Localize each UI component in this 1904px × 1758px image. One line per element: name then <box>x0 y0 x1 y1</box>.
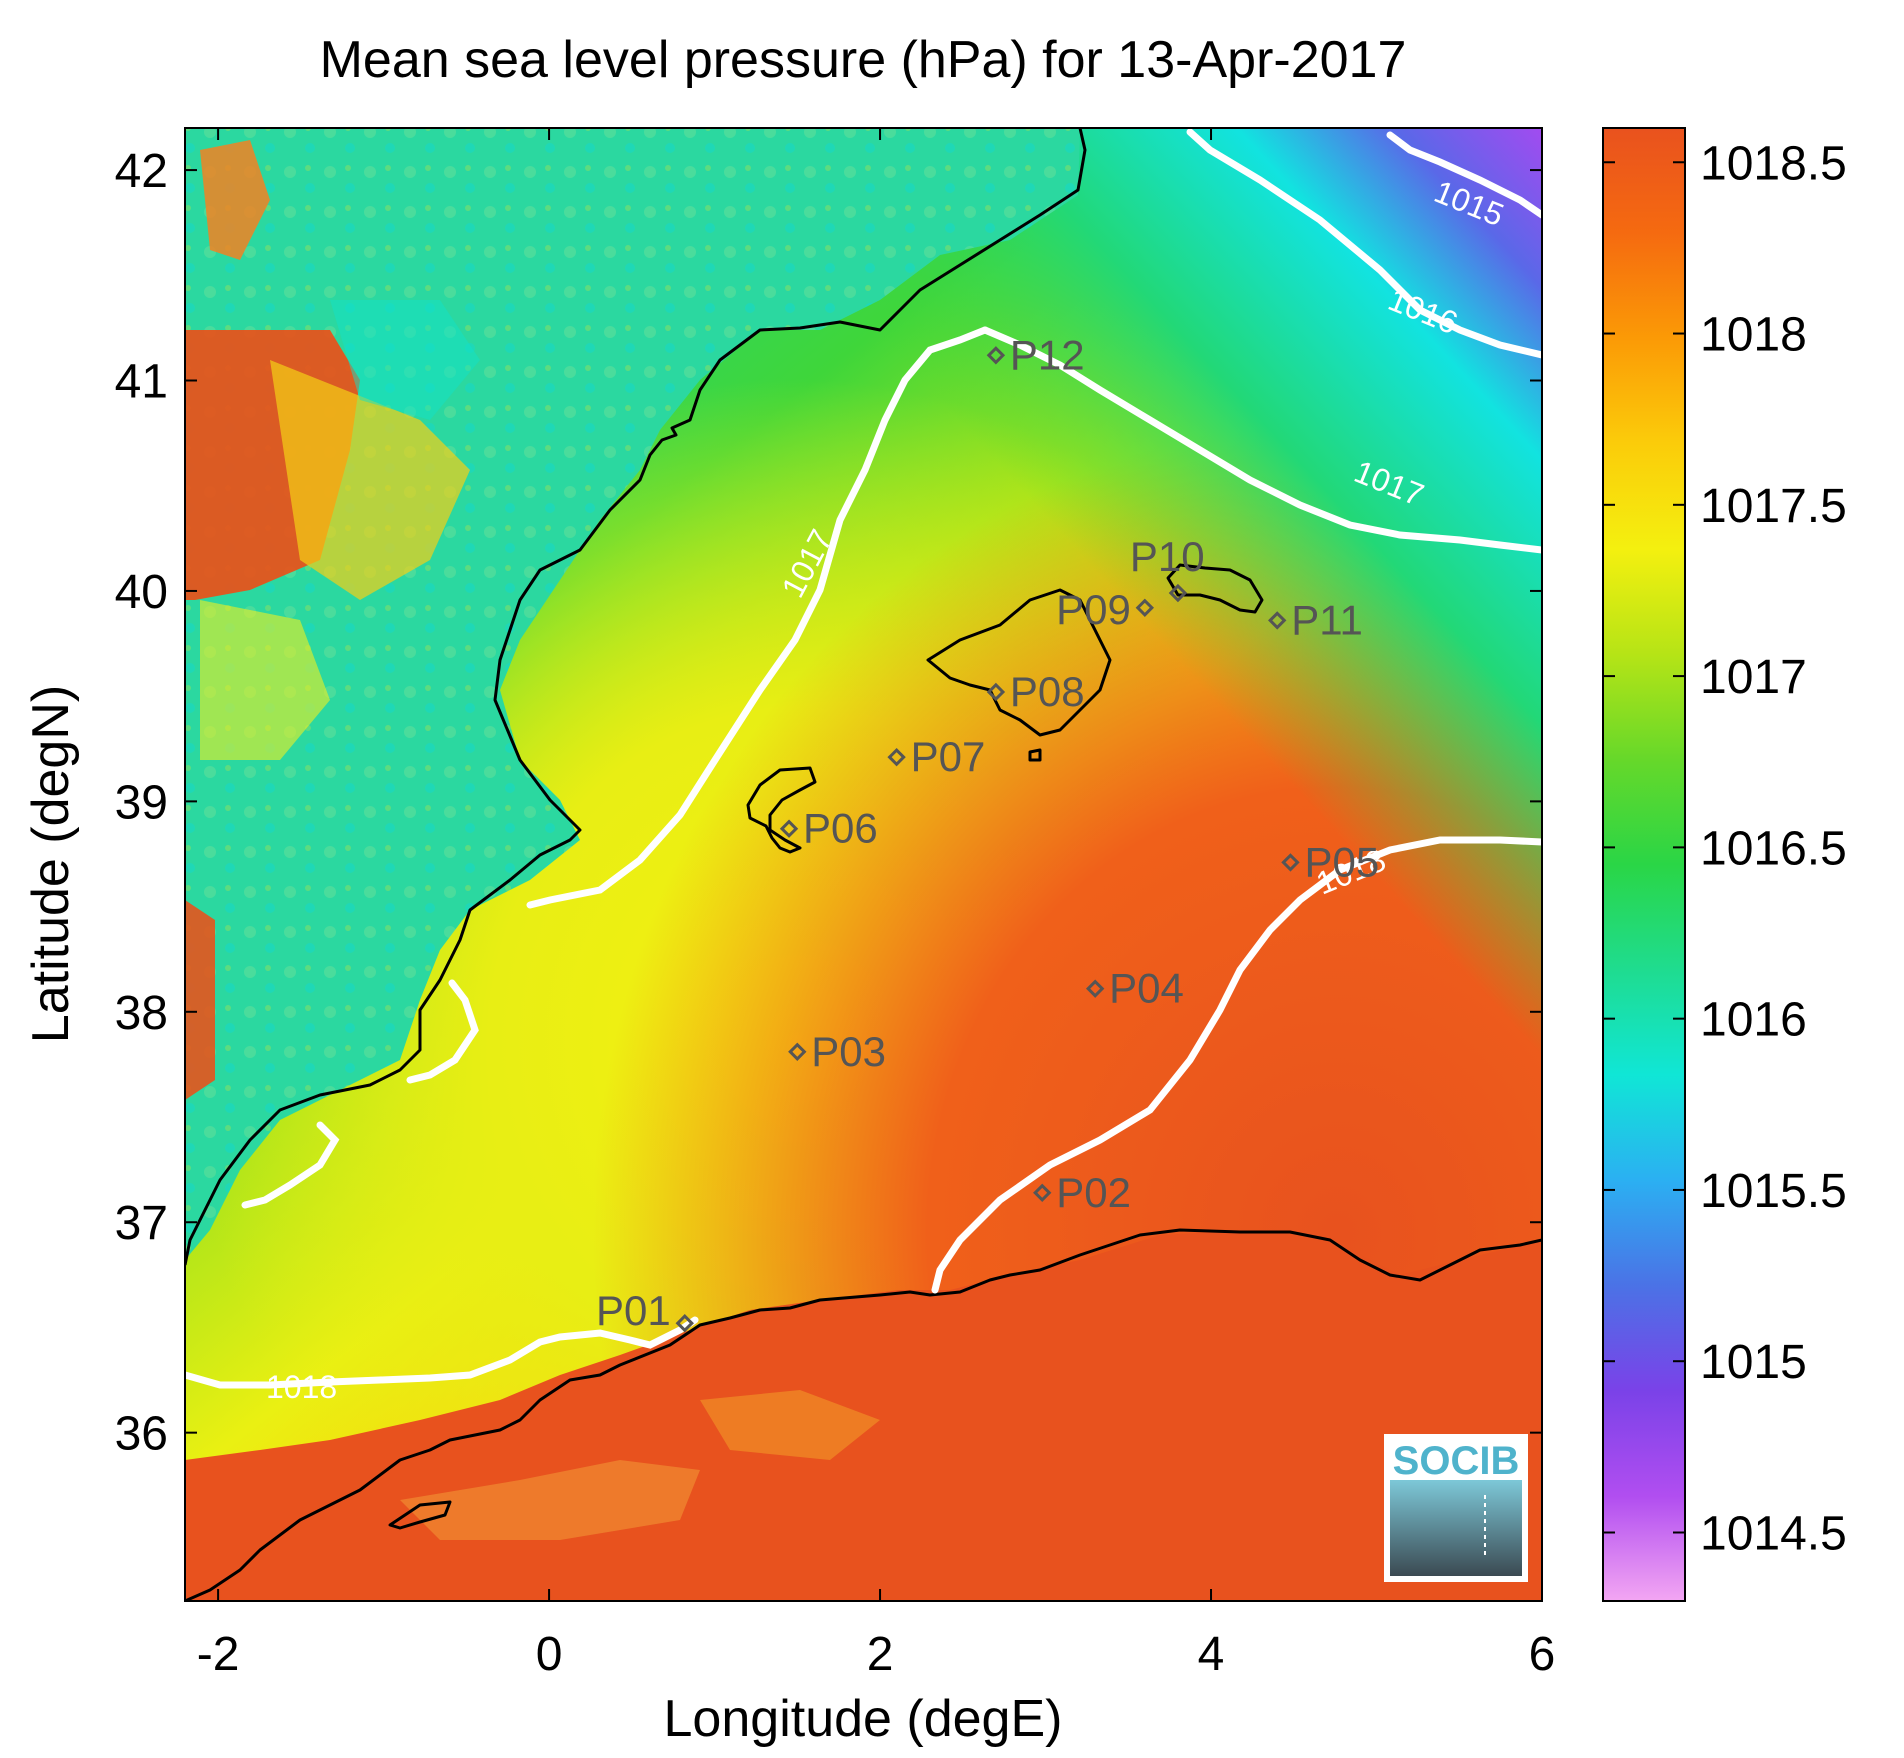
colorbar-ticks: 1014.5 1015 1015.5 1016 1016.5 1017 1017.5 1018… <box>1603 137 1847 1560</box>
x-tick-label: 0 <box>536 1628 563 1681</box>
station-marker <box>788 1042 807 1061</box>
y-tick-label: 36 <box>115 1408 168 1461</box>
station-p11: P11 <box>1268 596 1363 643</box>
plot-area: 1015 1016 1017 1017 1018 1018 P01P02P03P… <box>185 128 1542 1601</box>
station-label: P11 <box>1291 596 1363 643</box>
station-marker <box>986 682 1006 702</box>
x-axis-label: Longitude (degE) <box>664 1690 1063 1748</box>
contour-1017-south <box>241 1121 340 1209</box>
station-marker <box>887 747 906 767</box>
station-marker <box>1281 853 1300 872</box>
coastlines <box>185 128 1542 1601</box>
x-tick-label: 2 <box>867 1628 894 1681</box>
colorbar-tick-label: 1016 <box>1700 994 1807 1047</box>
station-p02: P02 <box>1033 1169 1131 1216</box>
contour-1015 <box>1386 131 1542 219</box>
station-p03: P03 <box>788 1028 886 1075</box>
x-tick-label: 6 <box>1529 1628 1556 1681</box>
coastline-cabrera <box>1028 748 1042 762</box>
station-marker <box>675 1314 694 1333</box>
y-tick-label: 38 <box>115 987 168 1040</box>
station-marker <box>779 819 799 838</box>
socib-logo-text: SOCIB <box>1393 1439 1520 1483</box>
contour-1018-west <box>185 1316 699 1389</box>
station-label: P10 <box>1130 533 1205 580</box>
colorbar <box>1602 127 1686 1602</box>
station-p08: P08 <box>986 668 1085 715</box>
y-tick-label: 39 <box>115 776 168 829</box>
chart-title: Mean sea level pressure (hPa) for 13-Apr… <box>320 31 1407 89</box>
station-label: P01 <box>596 1287 671 1334</box>
station-p10: P10 <box>1130 533 1205 603</box>
colorbar-tick-label: 1015.5 <box>1700 1165 1847 1218</box>
coastline-north-africa <box>185 1228 1542 1601</box>
colorbar-tick-label: 1017.5 <box>1700 480 1847 533</box>
station-marker <box>1168 583 1188 603</box>
colorbar-tick-label: 1014.5 <box>1700 1507 1847 1560</box>
station-label: P08 <box>1010 668 1085 715</box>
y-tick-label: 41 <box>115 356 168 409</box>
colorbar-tick-label: 1015 <box>1700 1336 1807 1389</box>
contour-1017-west <box>526 326 989 909</box>
y-tick-label: 42 <box>115 145 168 198</box>
station-markers: P01 P02 P03 P04 P05 P06 P07 P08 P09 P10 P11 P12 <box>596 331 1379 1334</box>
station-label: P05 <box>1304 838 1379 885</box>
station-label: P09 <box>1056 586 1131 633</box>
contour-label-1018-west: 1018 <box>266 1369 337 1405</box>
contour-1016 <box>1186 128 1542 359</box>
contour-1018-east <box>931 836 1542 1294</box>
coastline-menorca <box>1166 563 1264 614</box>
y-tick-label: 40 <box>115 566 168 619</box>
colorbar-tick-label: 1018.5 <box>1700 137 1847 190</box>
station-p12: P12 <box>986 331 1085 378</box>
plot-frame <box>184 127 1543 1602</box>
station-p01: P01 <box>596 1287 694 1334</box>
colorbar-tick-label: 1017 <box>1700 651 1807 704</box>
contour-1017-small <box>406 979 479 1084</box>
station-label: P06 <box>803 805 878 852</box>
y-axis: 36 37 38 39 40 41 42 <box>115 145 1542 1461</box>
coastline-iberia <box>185 128 1087 1266</box>
station-p06: P06 <box>779 805 878 852</box>
x-tick-label: 4 <box>1198 1628 1225 1681</box>
station-p09: P09 <box>1056 586 1155 633</box>
contour-lines <box>185 128 1542 1389</box>
station-label: P04 <box>1109 965 1184 1012</box>
colorbar-tick-label: 1018 <box>1700 309 1807 362</box>
y-tick-label: 37 <box>115 1197 168 1250</box>
station-p07: P07 <box>887 733 986 780</box>
station-label: P07 <box>911 733 986 780</box>
colorbar-tick-label: 1016.5 <box>1700 822 1847 875</box>
station-marker <box>1135 598 1155 617</box>
station-marker <box>1033 1183 1052 1202</box>
station-marker <box>1268 611 1287 630</box>
contour-1017-east <box>981 326 1542 554</box>
coastline-alboran-island <box>388 1500 452 1530</box>
station-marker <box>986 346 1006 365</box>
socib-logo: SOCIB <box>1384 1434 1528 1582</box>
y-axis-label: Latitude (degN) <box>22 685 80 1043</box>
station-marker <box>1085 979 1105 998</box>
x-tick-label: -2 <box>197 1628 240 1681</box>
station-label: P12 <box>1010 331 1085 378</box>
x-axis: -2 0 2 4 6 <box>197 128 1556 1681</box>
station-label: P03 <box>811 1028 886 1075</box>
station-p04: P04 <box>1085 965 1184 1012</box>
coastline-ibiza <box>746 766 817 854</box>
station-p05: P05 <box>1281 838 1379 885</box>
station-label: P02 <box>1056 1169 1131 1216</box>
